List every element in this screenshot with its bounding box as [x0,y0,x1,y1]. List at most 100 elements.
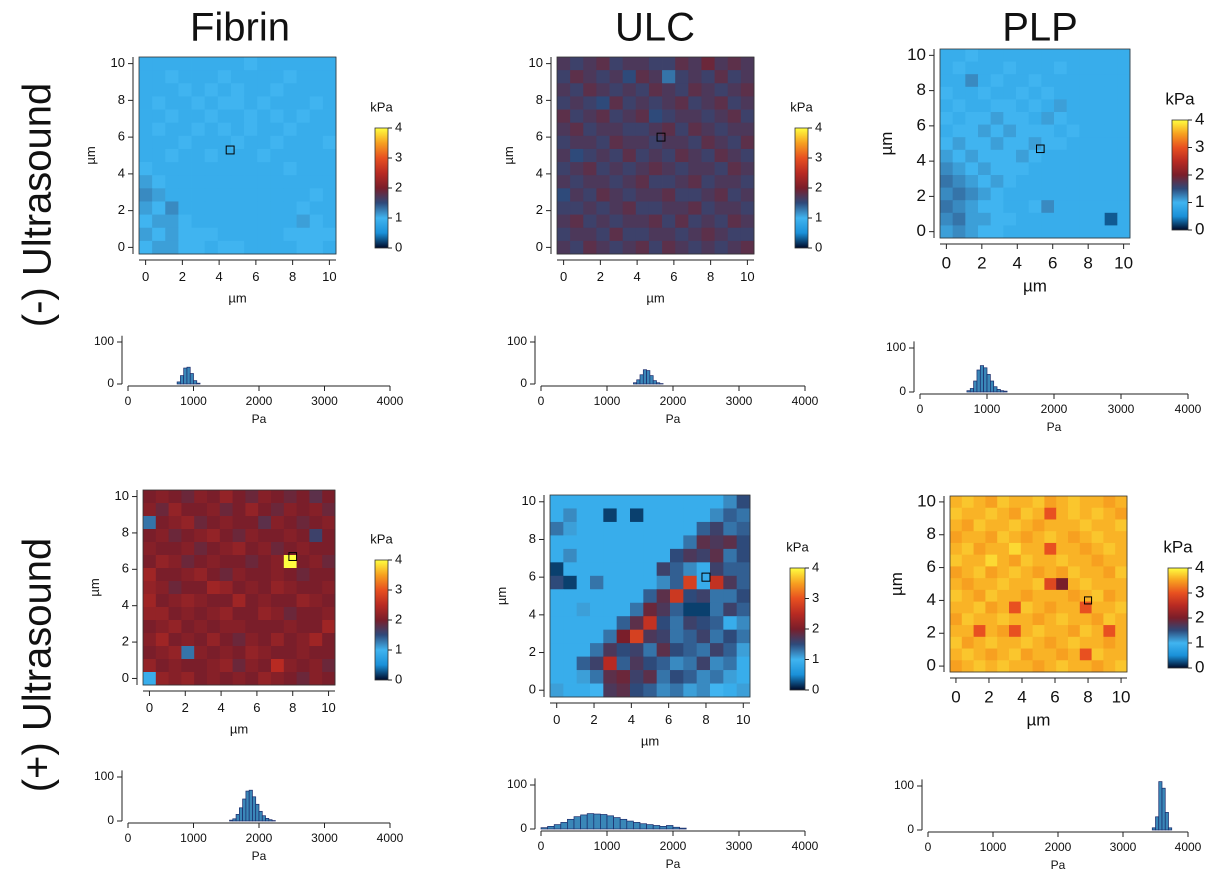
heat-cell [563,683,578,698]
heat-cell [675,57,689,71]
heat-cell [662,135,676,150]
heat-cell [596,135,610,150]
heat-cell [583,96,597,110]
heat-cell [219,529,233,543]
heat-cell [1054,175,1068,188]
heat-cell [309,201,324,215]
heat-cell [1003,137,1017,151]
heat-cell [139,109,153,124]
heat-cell [622,240,637,255]
heat-cell [648,135,663,150]
colorbar-tick-label: 4 [812,559,819,574]
heat-cell [723,602,738,617]
heat-cell [244,240,258,255]
heat-cell [283,646,297,660]
heat-cell [1044,625,1057,638]
y-tick-label: 0 [917,221,926,240]
heat-cell [701,57,715,71]
heat-cell [1068,625,1081,638]
heat-cell [232,607,246,621]
histogram-bar [586,813,595,830]
heat-cell [609,240,624,255]
heat-cell [973,613,986,626]
heat-cell [1054,124,1068,138]
x-tick-label: 8 [1083,688,1092,707]
heat-cell [583,227,597,242]
heat-cell [736,670,751,684]
heat-cell [1009,625,1022,638]
heat-cell [207,503,221,517]
heat-cell [952,86,966,100]
heat-cell [194,672,208,686]
heat-cell [1066,99,1080,113]
heat-cell [940,212,954,226]
heat-cell [616,602,631,617]
heat-cell [622,188,637,202]
x-tick-label: 0 [538,839,545,853]
heat-cell [683,495,698,509]
heat-cell [1003,99,1017,113]
heat-cell [1066,162,1080,176]
heat-cell [596,148,610,163]
heat-cell [168,490,182,504]
colorbar-tick-label: 2 [1195,164,1204,183]
heat-cell [965,225,979,239]
heat-cell [557,135,571,150]
plot-frame [939,48,1131,239]
x-tick-label: 0 [125,394,132,408]
heat-cell [643,589,658,604]
colorbar-tick-label: 4 [1195,557,1204,576]
heat-cell [217,70,232,84]
heat-cell [219,620,233,634]
heat-cell [1028,175,1042,188]
heat-cell [973,589,986,602]
heat-cell [1103,578,1116,591]
heat-cell [590,508,604,523]
heat-cell [258,542,272,556]
heat-cell [563,548,578,563]
heat-cell [1091,496,1104,509]
heat-cell [1003,187,1017,201]
heat-cell [1117,212,1131,226]
heat-cell [1009,566,1022,579]
heat-cell [1068,589,1081,602]
heat-cell [985,578,998,591]
heat-cell [590,670,604,684]
heat-cell [283,162,297,176]
heat-cell [1117,74,1131,88]
heat-cell [139,162,153,176]
heat-cell [950,589,963,602]
heat-cell [165,201,179,215]
heat-cell [950,496,963,509]
heat-cell [950,507,963,520]
heat-cell [1020,660,1033,673]
heat-cell [630,575,644,590]
heat-cell [557,70,571,84]
heat-cell [143,568,157,582]
histogram-bar [567,818,575,830]
heat-cell [1056,636,1069,649]
heat-cell [204,201,219,215]
heat-cell [952,162,966,176]
heat-cell [204,148,219,163]
heat-cell [296,633,310,647]
heat-cell [181,633,195,647]
heat-cell [283,227,297,242]
heat-cell [270,227,284,242]
heat-cell [168,581,182,595]
heat-cell [270,175,284,189]
heat-cell [1079,112,1093,125]
heat-cell [609,57,624,71]
heat-cell [191,201,206,215]
heat-cell [952,149,966,163]
y-tick-label: 8 [536,92,543,107]
heat-cell [322,83,337,97]
heat-cell [570,135,584,150]
heat-cell [1028,187,1042,201]
heat-cell [656,521,671,536]
heat-cell [181,555,195,569]
heat-cell [576,670,591,684]
heat-cell [322,227,337,242]
heat-cell [283,490,297,504]
heat-cell [688,57,702,71]
